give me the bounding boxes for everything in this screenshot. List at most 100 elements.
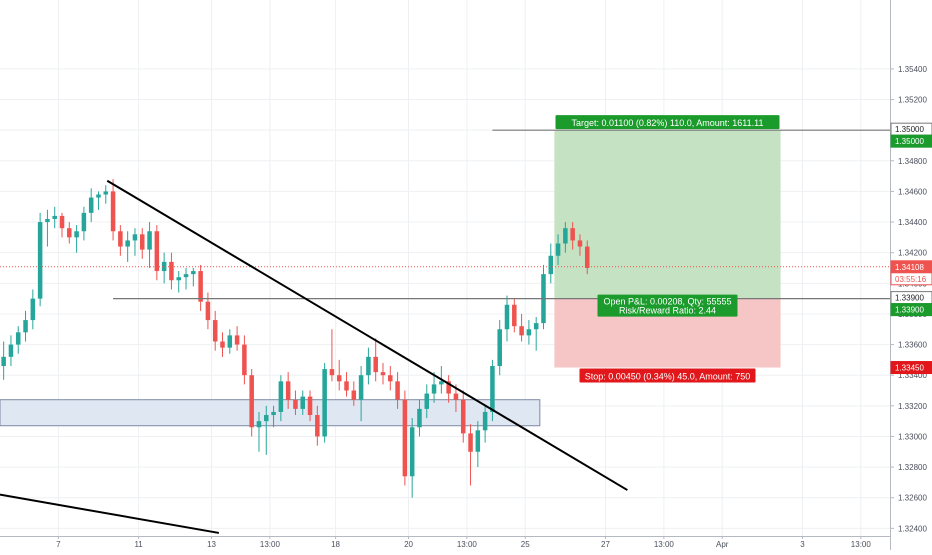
candle-body xyxy=(512,304,517,327)
price-tick-label: 1.33000 xyxy=(898,432,927,441)
candle-body xyxy=(212,320,218,342)
time-tick-label: 3 xyxy=(800,540,805,549)
candle-body xyxy=(8,344,14,357)
candle-body xyxy=(234,335,240,345)
axis-tag-entry: 1.33900 xyxy=(890,303,932,317)
price-tick-label: 1.35400 xyxy=(898,65,927,74)
candle-body xyxy=(409,427,415,477)
time-tick-label: 27 xyxy=(601,540,610,549)
axis-tag-stop: 1.33450 xyxy=(890,361,932,375)
candle-body xyxy=(198,271,203,302)
candle-body xyxy=(249,375,254,428)
candle-body xyxy=(293,399,298,409)
trendline-lower xyxy=(0,493,220,534)
candle-body xyxy=(118,231,123,247)
candle-body xyxy=(468,433,473,452)
profit-zone xyxy=(554,130,781,299)
price-tick-label: 1.34600 xyxy=(898,187,927,196)
candle-body xyxy=(329,369,335,376)
candle-body xyxy=(183,274,189,278)
candle-body xyxy=(344,381,349,391)
candle-body xyxy=(519,326,524,336)
candle-body xyxy=(555,243,561,256)
axis-tag-countdown-bg xyxy=(890,272,932,286)
candle-body xyxy=(139,234,145,250)
candle-body xyxy=(220,341,225,348)
candle-body xyxy=(548,255,554,275)
price-tick-label: 1.33200 xyxy=(898,402,927,411)
price-tick-label: 1.34200 xyxy=(898,249,927,258)
axis-tag-current-text: 1.34108 xyxy=(895,263,924,272)
candle-body xyxy=(380,372,386,376)
candle-body xyxy=(15,332,21,345)
price-tick-label: 1.32800 xyxy=(898,463,927,472)
axis-tag-stop-bg xyxy=(890,361,932,375)
zone-layer xyxy=(0,130,781,427)
candle-body xyxy=(161,261,167,272)
candle-body xyxy=(74,231,79,238)
candle-body xyxy=(351,390,357,400)
price-tick-label: 1.35200 xyxy=(898,96,927,105)
time-tick-label: 11 xyxy=(134,540,143,549)
target-label-bg xyxy=(555,115,780,130)
axis-tag-current: 1.34108 xyxy=(890,260,932,274)
candle-body xyxy=(45,218,50,223)
candle-body xyxy=(88,197,94,213)
candle-body xyxy=(227,335,233,348)
axis-tag-target-line: 1.35000 xyxy=(890,122,932,136)
candle-body xyxy=(96,194,101,198)
candle-body xyxy=(103,191,109,195)
candle-body xyxy=(154,231,160,272)
candle-body xyxy=(125,240,130,247)
target-label: Target: 0.01100 (0.82%) 110.0, Amount: 1… xyxy=(555,115,780,130)
support-zone xyxy=(0,399,541,427)
axis-tag-countdown-text: 03:55:16 xyxy=(895,275,927,284)
candle-body xyxy=(256,421,262,428)
candle-body xyxy=(132,234,138,241)
candle-body xyxy=(358,375,364,400)
time-tick-label: 13:00 xyxy=(457,540,478,549)
axis-tag-entry-line: 1.33900 xyxy=(890,291,932,305)
candle-body xyxy=(242,344,247,376)
candle-body xyxy=(402,399,408,477)
candle-body xyxy=(278,381,284,412)
time-tick-label: 13:00 xyxy=(260,540,281,549)
time-tick-label: 7 xyxy=(56,540,61,549)
candle-body xyxy=(52,215,57,219)
label-layer: Target: 0.01100 (0.82%) 110.0, Amount: 1… xyxy=(555,115,780,383)
candle-body xyxy=(584,246,590,268)
candle-body xyxy=(307,396,313,416)
candle-body xyxy=(504,304,510,330)
drawing-layer[interactable] xyxy=(0,129,890,534)
candle-body xyxy=(336,375,342,382)
candle-body xyxy=(37,222,43,299)
candle-body xyxy=(497,329,502,367)
candle-body xyxy=(205,301,211,321)
candle-body xyxy=(373,356,378,373)
time-tick-label: 20 xyxy=(404,540,413,549)
candle-body xyxy=(482,411,488,431)
candle-body xyxy=(300,396,306,409)
candle-body xyxy=(490,366,495,412)
trendline-down xyxy=(106,179,628,491)
axis-tag-target-text: 1.35000 xyxy=(895,137,924,146)
time-tick-label: 18 xyxy=(331,540,340,549)
candle-body xyxy=(322,369,327,437)
candle-body xyxy=(366,356,371,376)
stop-label-text: Stop: 0.00450 (0.34%) 45.0, Amount: 750 xyxy=(585,372,751,382)
candle-body xyxy=(526,329,532,336)
candle-body xyxy=(577,240,583,247)
candle-body xyxy=(30,298,36,321)
stop-label-bg xyxy=(579,368,756,383)
pnl-label-line2: Risk/Reward Ratio: 2.44 xyxy=(619,306,716,316)
price-tick-label: 1.34800 xyxy=(898,157,927,166)
time-tick-label: 13:00 xyxy=(654,540,675,549)
axis-tag-target: 1.35000 xyxy=(890,134,932,148)
candle-body xyxy=(110,191,116,232)
time-axis-bg xyxy=(0,536,890,550)
candle-body xyxy=(271,411,276,416)
candle-body xyxy=(533,323,539,330)
